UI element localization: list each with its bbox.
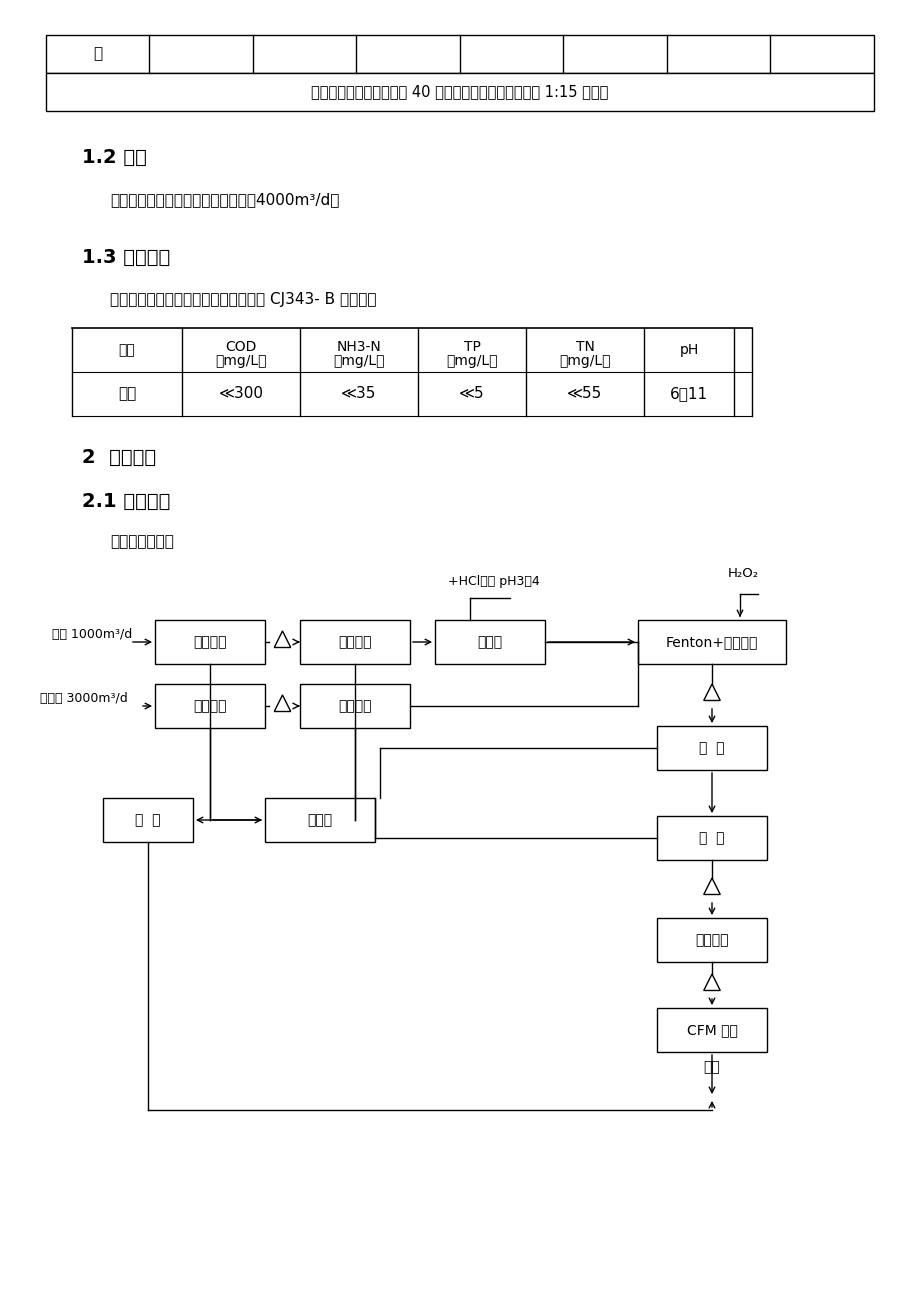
Text: 微电解: 微电解 <box>477 635 502 648</box>
Text: 出水: 出水 <box>703 1060 720 1074</box>
Text: 6～11: 6～11 <box>669 387 708 401</box>
Bar <box>656 727 766 769</box>
Bar <box>154 620 265 664</box>
Text: +HCl，调 pH3～4: +HCl，调 pH3～4 <box>448 575 539 589</box>
Text: ≪5: ≪5 <box>459 387 484 401</box>
Text: 2  解决工艺: 2 解决工艺 <box>82 448 156 467</box>
Bar <box>265 798 375 842</box>
Text: 氧  化: 氧 化 <box>698 741 724 755</box>
Text: 2.1 工艺流程: 2.1 工艺流程 <box>82 492 170 510</box>
Text: 原则: 原则 <box>118 387 136 401</box>
Text: 固液分离: 固液分离 <box>338 699 371 713</box>
Bar <box>300 684 410 728</box>
Bar <box>656 1008 766 1052</box>
Text: （mg/L）: （mg/L） <box>559 354 610 368</box>
Text: 质: 质 <box>93 47 102 61</box>
Text: 接触氧化: 接触氧化 <box>695 934 728 947</box>
Text: 1.2 水量: 1.2 水量 <box>82 148 147 167</box>
Text: 储泥罐: 储泥罐 <box>307 812 332 827</box>
Text: ≪55: ≪55 <box>567 387 602 401</box>
Text: 母液 1000m³/d: 母液 1000m³/d <box>52 628 132 641</box>
Text: ≪300: ≪300 <box>219 387 263 401</box>
Bar <box>46 73 873 111</box>
Text: 沉降分离: 沉降分离 <box>193 635 226 648</box>
Text: NH3-N: NH3-N <box>336 340 381 354</box>
Text: 1.3 出水规定: 1.3 出水规定 <box>82 247 170 267</box>
Text: CFM 分离: CFM 分离 <box>686 1023 737 1036</box>
Bar <box>103 798 193 842</box>
Text: （mg/L）: （mg/L） <box>446 354 497 368</box>
Text: 根据厂家提供数据，设计解决水量：4000m³/d。: 根据厂家提供数据，设计解决水量：4000m³/d。 <box>110 191 339 207</box>
Text: 沉降分离: 沉降分离 <box>193 699 226 713</box>
Text: （mg/L）: （mg/L） <box>215 354 267 368</box>
Text: H₂O₂: H₂O₂ <box>727 566 758 579</box>
Text: Fenton+水解酸化: Fenton+水解酸化 <box>665 635 757 648</box>
Bar <box>656 918 766 962</box>
Text: TP: TP <box>463 340 480 354</box>
Text: （mg/L）: （mg/L） <box>333 354 384 368</box>
Text: 二  沉: 二 沉 <box>698 831 724 845</box>
Bar <box>46 35 873 73</box>
Text: 固液分离: 固液分离 <box>338 635 371 648</box>
Text: 水洗水 3000m³/d: 水洗水 3000m³/d <box>40 691 128 704</box>
Bar <box>435 620 544 664</box>
Bar <box>656 816 766 861</box>
Bar <box>637 620 785 664</box>
Text: TN: TN <box>575 340 594 354</box>
Text: 压  滤: 压 滤 <box>135 812 161 827</box>
Text: 指标: 指标 <box>119 342 135 357</box>
Bar <box>300 620 410 664</box>
Bar <box>154 684 265 728</box>
Text: ≪35: ≪35 <box>341 387 376 401</box>
Text: 工艺流程如下：: 工艺流程如下： <box>110 534 174 549</box>
Text: 污水解决后进入都市污水厂，按下表及 CJ343- B 级执行。: 污水解决后进入都市污水厂，按下表及 CJ343- B 级执行。 <box>110 292 376 307</box>
Text: 高性能颜料总共年产废水 40 万方左右，母液：水洗水为 1:15 左右。: 高性能颜料总共年产废水 40 万方左右，母液：水洗水为 1:15 左右。 <box>311 85 608 99</box>
Text: pH: pH <box>678 342 698 357</box>
Text: COD: COD <box>225 340 256 354</box>
